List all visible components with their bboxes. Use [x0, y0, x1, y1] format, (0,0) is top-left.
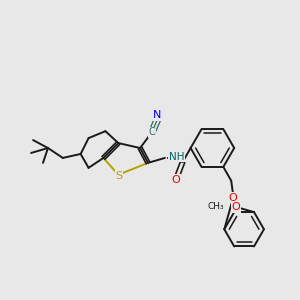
- Text: NH: NH: [169, 152, 184, 162]
- Text: CH₃: CH₃: [208, 202, 224, 211]
- Text: S: S: [116, 171, 123, 181]
- Text: O: O: [232, 202, 241, 212]
- Text: O: O: [171, 175, 180, 185]
- Text: N: N: [153, 110, 161, 120]
- Text: C: C: [148, 127, 155, 137]
- Text: O: O: [229, 193, 238, 202]
